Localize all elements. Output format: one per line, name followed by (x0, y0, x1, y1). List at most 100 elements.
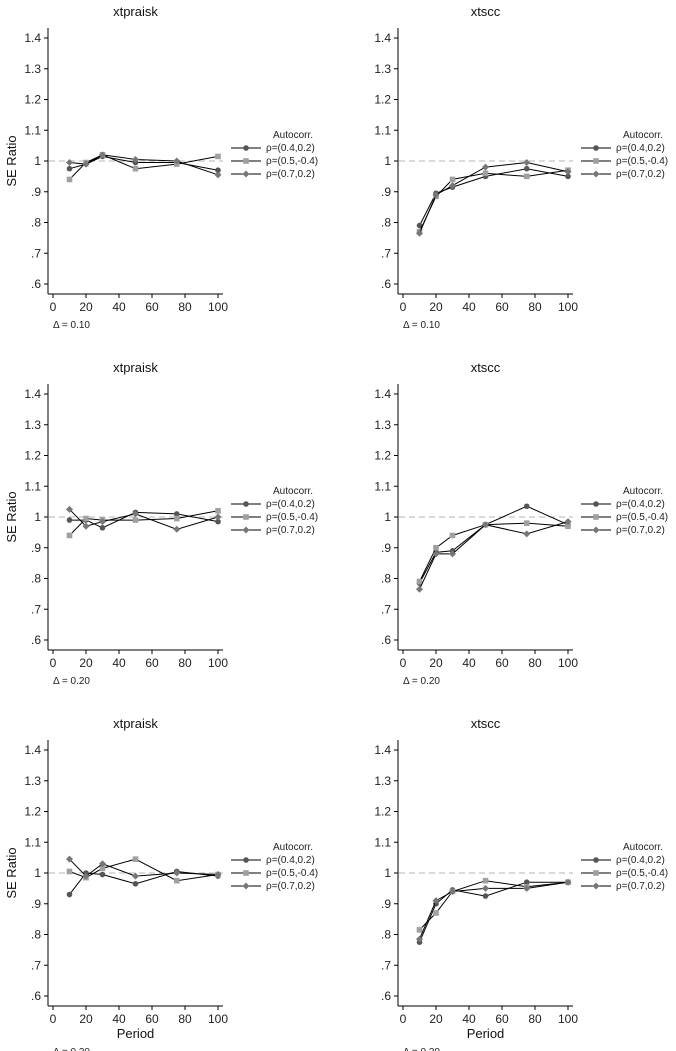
series-line (419, 161, 569, 234)
data-point (66, 165, 73, 172)
series-line (419, 168, 569, 226)
series-line (419, 881, 568, 943)
y-tick-label: 1.1 (24, 123, 41, 137)
x-tick-label: 80 (528, 1012, 542, 1026)
y-tick-label: .6 (381, 989, 391, 1003)
delta-note: Δ = 0.30 (403, 1047, 440, 1051)
legend-entry: ρ=(0.4,0.2) (616, 499, 665, 510)
y-tick-label: 1.1 (24, 835, 41, 849)
legend-marker (592, 170, 600, 178)
x-axis-label: Period (467, 1026, 505, 1041)
data-point (523, 879, 530, 886)
data-point (66, 505, 73, 513)
legend-title: Autocorr. (273, 130, 313, 141)
legend: Autocorr. ρ=(0.4,0.2) ρ=(0.5,-0.4) ρ=(0.7,0… (231, 130, 318, 180)
series-line (69, 154, 219, 176)
series-line (419, 169, 569, 232)
y-tick-label: .8 (31, 928, 41, 942)
legend-marker (593, 501, 599, 507)
data-point (416, 585, 423, 593)
series-line (69, 858, 219, 882)
panel-1: xtpraisk .6 .7 .8 .9 1 1.1 1.2 1.3 1.4 0 20 40 60 80 10… (4, 4, 318, 331)
y-tick-label: 1.2 (24, 805, 41, 819)
y-tick-label: 1.4 (24, 387, 41, 401)
data-point (449, 532, 456, 539)
y-tick-label: 1.4 (374, 387, 391, 401)
y-tick-label: 1.1 (374, 479, 391, 493)
y-tick-label: .8 (31, 572, 41, 586)
y-tick-label: 1 (384, 154, 391, 168)
data-point (66, 532, 73, 539)
legend-title: Autocorr. (623, 842, 663, 853)
x-tick-label: 100 (558, 1012, 578, 1026)
y-tick-label: 1 (34, 154, 41, 168)
legend: Autocorr. ρ=(0.4,0.2) ρ=(0.5,-0.4) ρ=(0.7,0… (231, 842, 318, 892)
x-tick-label: 100 (208, 1012, 228, 1026)
legend-title: Autocorr. (623, 130, 663, 141)
series-3 (416, 878, 572, 943)
x-tick-label: 20 (79, 300, 93, 314)
x-tick-label: 0 (50, 656, 57, 670)
legend-marker (242, 526, 250, 534)
y-tick-label: .9 (381, 541, 391, 555)
series-line (419, 522, 569, 582)
legend: Autocorr. ρ=(0.4,0.2) ρ=(0.5,-0.4) ρ=(0.7,0… (581, 130, 668, 180)
panel-title: xtscc (471, 716, 501, 731)
x-tick-label: 60 (495, 1012, 509, 1026)
data-point (173, 511, 180, 517)
data-point (482, 893, 489, 899)
legend-marker (243, 145, 249, 151)
y-tick-label: 1.3 (374, 418, 391, 432)
legend-marker (243, 514, 249, 520)
data-point (523, 159, 531, 167)
data-point (416, 229, 423, 237)
legend: Autocorr. ρ=(0.4,0.2) ρ=(0.5,-0.4) ρ=(0.7,0… (581, 842, 668, 892)
data-point (132, 880, 139, 887)
data-point (66, 176, 73, 183)
y-tick-label: .6 (31, 633, 41, 647)
series-line (69, 508, 219, 530)
delta-note: Δ = 0.20 (403, 676, 440, 687)
data-point (132, 517, 139, 523)
panel-title: xtscc (471, 360, 501, 375)
x-tick-label: 60 (145, 656, 159, 670)
y-tick-label: 1 (34, 866, 41, 880)
data-point (132, 165, 139, 172)
delta-note: Δ = 0.10 (403, 320, 440, 331)
legend-marker (593, 870, 599, 876)
y-tick-label: 1.3 (24, 418, 41, 432)
data-point (66, 517, 73, 523)
data-point (173, 877, 180, 884)
data-point (132, 155, 139, 163)
delta-note: Δ = 0.10 (53, 320, 90, 331)
legend-marker (242, 170, 250, 178)
legend-marker (593, 158, 599, 164)
y-tick-label: .7 (31, 246, 41, 260)
legend-entry: ρ=(0.4,0.2) (266, 855, 315, 866)
legend-marker (243, 501, 249, 507)
y-tick-label: 1.4 (374, 31, 391, 45)
legend-entry: ρ=(0.4,0.2) (616, 143, 665, 154)
y-tick-label: 1.2 (24, 93, 41, 107)
data-point (523, 530, 531, 538)
y-tick-label: .7 (381, 958, 391, 972)
series-line (69, 858, 219, 877)
y-tick-label: 1.4 (374, 743, 391, 757)
legend-marker (593, 145, 599, 151)
x-tick-label: 20 (429, 300, 443, 314)
data-point (432, 550, 440, 558)
legend-marker (243, 870, 249, 876)
legend-title: Autocorr. (273, 842, 313, 853)
x-tick-label: 40 (462, 656, 476, 670)
x-tick-label: 60 (145, 1012, 159, 1026)
data-point (66, 868, 73, 875)
legend-entry: ρ=(0.5,-0.4) (266, 868, 318, 879)
y-tick-label: .9 (381, 897, 391, 911)
y-tick-label: 1.3 (24, 774, 41, 788)
data-point (215, 508, 221, 514)
data-point (214, 171, 222, 179)
y-tick-label: .6 (31, 277, 41, 291)
data-point (66, 891, 73, 898)
y-tick-label: 1.2 (374, 93, 391, 107)
x-tick-label: 20 (79, 656, 93, 670)
